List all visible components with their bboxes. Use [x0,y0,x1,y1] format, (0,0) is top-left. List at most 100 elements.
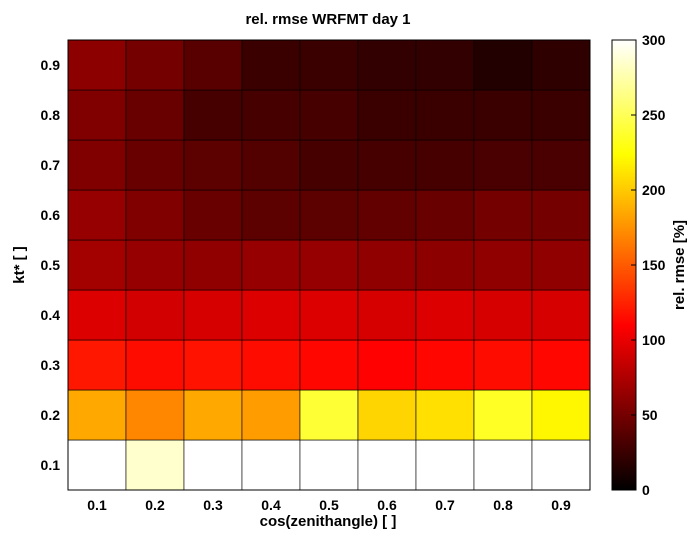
heatmap-cell [299,239,359,291]
heatmap-cell [241,139,301,191]
plot-frame [67,39,591,491]
x-tick-label: 0.2 [145,497,165,513]
colorbar-tick-label: 200 [642,182,666,198]
heatmap-cell [357,189,417,241]
heatmap-cell [241,189,301,241]
x-axis-label: cos(zenithangle) [ ] [260,513,397,530]
heatmap-cell [299,189,359,241]
heatmap-cells [67,39,591,491]
chart-title: rel. rmse WRFMT day 1 [245,11,410,28]
heatmap-cell [415,389,475,441]
y-tick-label: 0.3 [41,357,61,373]
heatmap-cell [299,139,359,191]
heatmap-cell [357,389,417,441]
colorbar-tick-label: 250 [642,107,666,123]
colorbar-tick-label: 300 [642,32,666,48]
heatmap-cell [357,39,417,91]
heatmap-cell [357,439,417,491]
heatmap-cell [67,389,127,441]
heatmap-cell [531,189,591,241]
heatmap-cell [473,189,533,241]
heatmap-cell [125,139,185,191]
y-tick-label: 0.1 [41,457,61,473]
heatmap-cell [531,39,591,91]
heatmap-cell [357,89,417,141]
heatmap-cell [183,439,243,491]
y-tick-labels: 0.1 0.2 0.3 0.4 0.5 0.6 0.7 0.8 0.9 [41,57,61,473]
y-tick-label: 0.6 [41,207,61,223]
x-tick-label: 0.7 [435,497,455,513]
y-tick-label: 0.5 [41,257,61,273]
heatmap-cell [531,289,591,341]
y-tick-label: 0.9 [41,57,61,73]
heatmap-cell [125,439,185,491]
heatmap-cell [67,189,127,241]
heatmap-cell [415,139,475,191]
heatmap-cell [67,39,127,91]
x-tick-label: 0.3 [203,497,223,513]
heatmap-cell [183,289,243,341]
heatmap-cell [183,339,243,391]
heatmap-cell [241,89,301,141]
x-tick-label: 0.6 [377,497,397,513]
heatmap-cell [415,339,475,391]
heatmap-cell [415,189,475,241]
heatmap-cell [241,39,301,91]
heatmap-cell [125,339,185,391]
heatmap-cell [241,339,301,391]
colorbar-tick-label: 100 [642,332,666,348]
heatmap-cell [357,339,417,391]
heatmap-cell [125,289,185,341]
y-tick-label: 0.8 [41,107,61,123]
colorbar-label: rel. rmse [%] [671,220,688,310]
heatmap-cell [415,239,475,291]
heatmap-cell [183,139,243,191]
y-tick-label: 0.2 [41,407,61,423]
colorbar-tick-label: 50 [642,407,658,423]
heatmap-cell [531,339,591,391]
heatmap-cell [473,39,533,91]
heatmap-cell [67,289,127,341]
x-tick-label: 0.8 [493,497,513,513]
heatmap-cell [299,89,359,141]
heatmap-cell [473,89,533,141]
colorbar-ticks: 0 50 100 150 200 250 300 [631,32,666,498]
heatmap-cell [531,139,591,191]
heatmap-cell [299,339,359,391]
heatmap-cell [241,389,301,441]
heatmap-cell [67,439,127,491]
y-axis-label: kt* [ ] [11,246,28,284]
x-tick-label: 0.5 [319,497,339,513]
heatmap-cell [531,89,591,141]
heatmap-cell [125,89,185,141]
heatmap-cell [125,39,185,91]
heatmap-cell [415,439,475,491]
heatmap-cell [357,289,417,341]
heatmap-cell [241,439,301,491]
heatmap-cell [183,89,243,141]
heatmap-cell [531,439,591,491]
x-tick-label: 0.4 [261,497,281,513]
heatmap-cell [183,39,243,91]
y-tick-label: 0.4 [41,307,61,323]
heatmap-cell [531,239,591,291]
heatmap-cell [299,439,359,491]
heatmap-cell [357,239,417,291]
heatmap-cell [415,89,475,141]
heatmap-cell [125,239,185,291]
heatmap-cell [473,339,533,391]
heatmap-cell [241,239,301,291]
heatmap-cell [183,239,243,291]
heatmap-cell [473,289,533,341]
heatmap-cell [473,139,533,191]
heatmap-cell [67,239,127,291]
x-tick-label: 0.1 [87,497,107,513]
heatmap-cell [415,39,475,91]
heatmap-cell [67,139,127,191]
x-tick-labels: 0.1 0.2 0.3 0.4 0.5 0.6 0.7 0.8 0.9 [87,497,571,513]
heatmap-cell [357,139,417,191]
heatmap-cell [241,289,301,341]
heatmap-cell [299,289,359,341]
